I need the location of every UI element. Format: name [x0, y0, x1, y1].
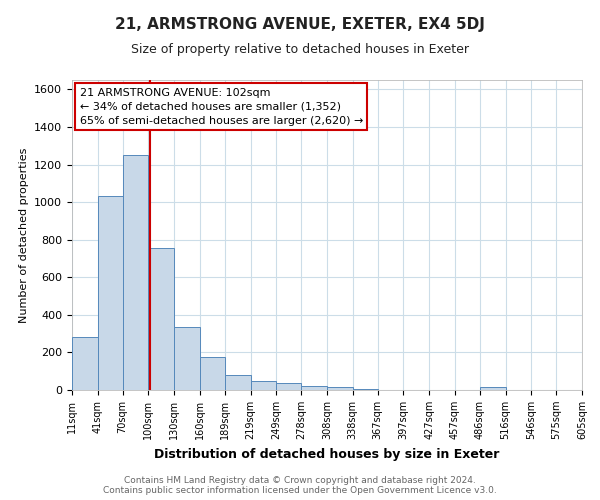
Bar [301, 386, 327, 390]
Bar [277, 384, 301, 390]
Bar [174, 327, 200, 390]
Bar [122, 155, 148, 390]
Bar [98, 196, 122, 390]
Bar [200, 357, 225, 390]
Bar [72, 338, 98, 390]
Text: Contains HM Land Registry data © Crown copyright and database right 2024.
Contai: Contains HM Land Registry data © Crown c… [103, 476, 497, 495]
Bar [353, 389, 377, 390]
Text: Size of property relative to detached houses in Exeter: Size of property relative to detached ho… [131, 42, 469, 56]
Text: 21, ARMSTRONG AVENUE, EXETER, EX4 5DJ: 21, ARMSTRONG AVENUE, EXETER, EX4 5DJ [115, 18, 485, 32]
Text: 21 ARMSTRONG AVENUE: 102sqm
← 34% of detached houses are smaller (1,352)
65% of : 21 ARMSTRONG AVENUE: 102sqm ← 34% of det… [80, 88, 363, 126]
Bar [148, 248, 174, 390]
Bar [251, 380, 277, 390]
X-axis label: Distribution of detached houses by size in Exeter: Distribution of detached houses by size … [154, 448, 500, 460]
Bar [225, 375, 251, 390]
Y-axis label: Number of detached properties: Number of detached properties [19, 148, 29, 322]
Bar [327, 387, 353, 390]
Bar [480, 387, 506, 390]
